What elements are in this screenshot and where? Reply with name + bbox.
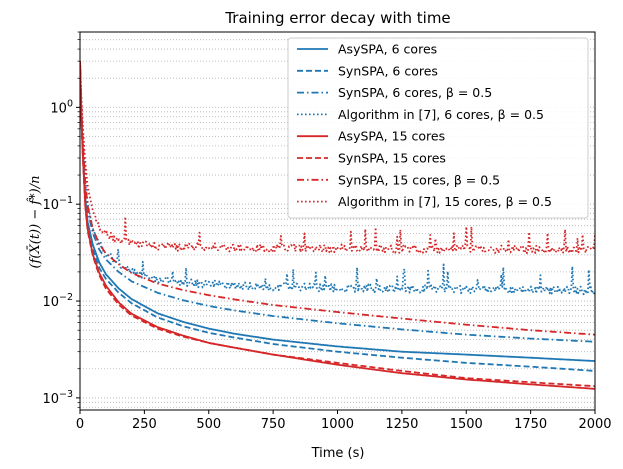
series-line bbox=[80, 61, 595, 343]
legend-label: AsySPA, 6 cores bbox=[338, 42, 437, 57]
x-tick-label: 0 bbox=[76, 417, 84, 432]
series-line bbox=[80, 61, 595, 296]
legend-label: SynSPA, 6 cores, β = 0.5 bbox=[338, 85, 492, 100]
legend-label: AsySPA, 15 cores bbox=[338, 129, 445, 144]
x-tick-label: 1000 bbox=[321, 417, 354, 432]
chart-title: Training error decay with time bbox=[224, 9, 450, 27]
y-tick-label: 100 bbox=[50, 98, 73, 116]
x-tick-label: 1750 bbox=[514, 417, 547, 432]
x-axis-label: Time (s) bbox=[311, 446, 365, 461]
y-tick-label: 10−2 bbox=[42, 292, 73, 310]
legend-label: SynSPA, 15 cores bbox=[338, 151, 446, 166]
legend-label: Algorithm in [7], 15 cores, β = 0.5 bbox=[338, 194, 552, 209]
legend-label: SynSPA, 6 cores bbox=[338, 63, 438, 78]
legend-box bbox=[287, 37, 589, 219]
ticks: 0 250 500 750 1000 1250 1500 1750 2000 10−3 10−2 10… bbox=[42, 31, 612, 432]
series-line bbox=[80, 61, 595, 255]
legend-label: SynSPA, 15 cores, β = 0.5 bbox=[338, 172, 500, 187]
y-tick-label: 10−1 bbox=[42, 195, 73, 213]
series-line bbox=[80, 61, 595, 390]
series-line bbox=[80, 61, 595, 362]
y-tick-label: 10−3 bbox=[42, 389, 73, 407]
x-tick-label: 500 bbox=[196, 417, 221, 432]
x-tick-label: 1250 bbox=[385, 417, 418, 432]
x-tick-label: 750 bbox=[261, 417, 286, 432]
series-layer bbox=[80, 61, 595, 390]
legend-label: Algorithm in [7], 6 cores, β = 0.5 bbox=[338, 107, 544, 122]
x-tick-label: 250 bbox=[132, 417, 157, 432]
x-tick-label: 2000 bbox=[578, 417, 611, 432]
series-line bbox=[80, 61, 595, 336]
x-tick-label: 1500 bbox=[450, 417, 483, 432]
series-line bbox=[80, 61, 595, 388]
legend: AsySPA, 6 cores SynSPA, 6 cores SynSPA, 6 … bbox=[287, 37, 589, 219]
series-line bbox=[80, 61, 595, 372]
y-axis-label: (f(X̄(t)) − f̂*)/n bbox=[26, 176, 43, 269]
